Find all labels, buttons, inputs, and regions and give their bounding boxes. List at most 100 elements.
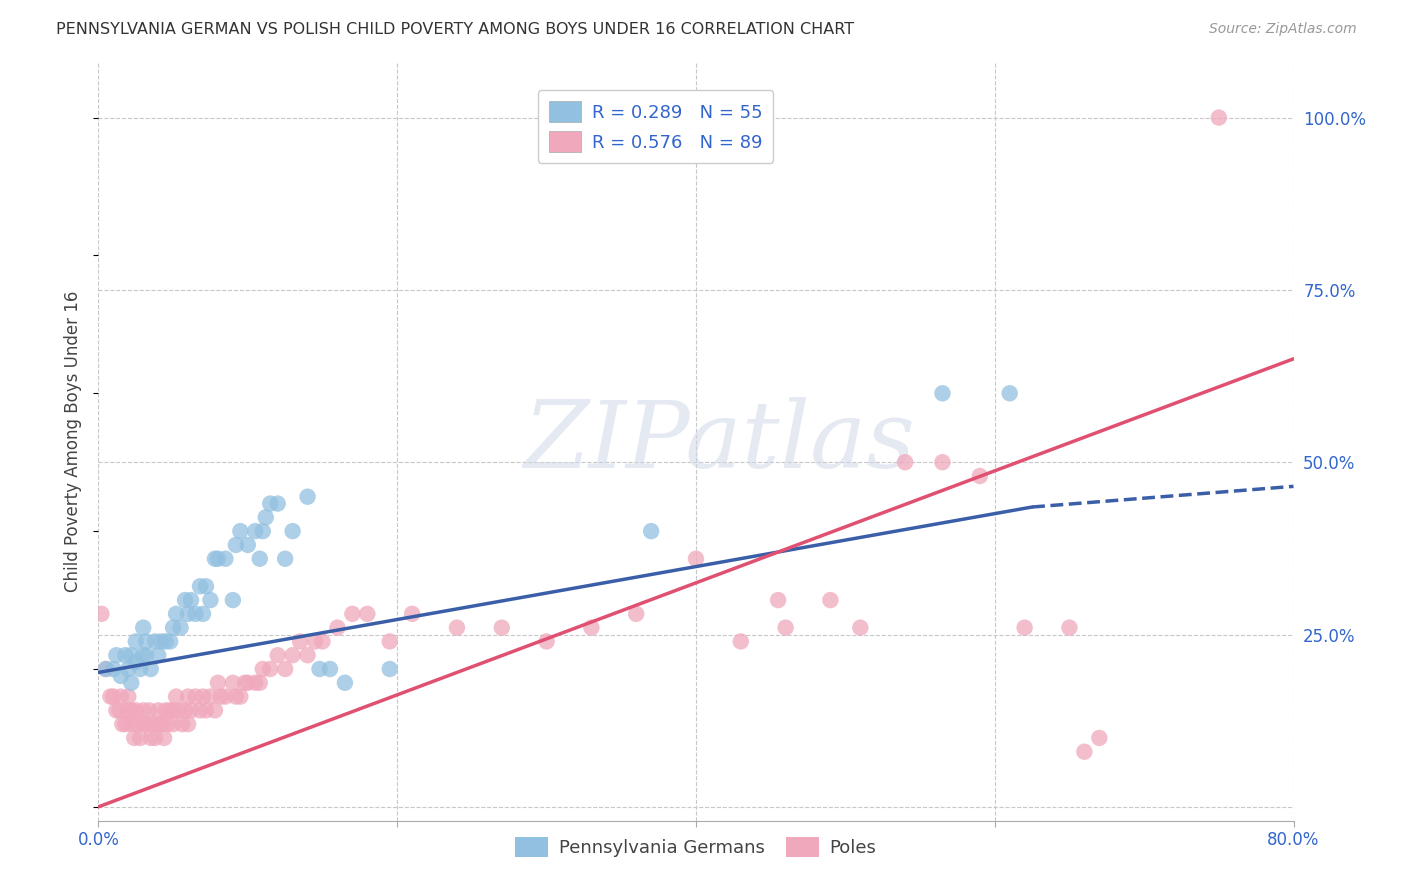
- Point: [820, 593, 842, 607]
- Point: [356, 607, 378, 621]
- Point: [267, 497, 290, 511]
- Point: [259, 662, 281, 676]
- Point: [222, 675, 245, 690]
- Point: [191, 607, 214, 621]
- Point: [297, 648, 319, 663]
- Point: [135, 648, 157, 663]
- Point: [229, 524, 252, 538]
- Point: [162, 621, 184, 635]
- Point: [252, 524, 274, 538]
- Point: [135, 717, 157, 731]
- Point: [143, 731, 166, 745]
- Point: [209, 690, 232, 704]
- Point: [120, 675, 142, 690]
- Point: [254, 510, 277, 524]
- Point: [311, 634, 333, 648]
- Point: [156, 717, 179, 731]
- Point: [110, 690, 132, 704]
- Point: [111, 717, 134, 731]
- Point: [135, 634, 157, 648]
- Point: [125, 655, 148, 669]
- Point: [849, 621, 872, 635]
- Point: [1208, 111, 1230, 125]
- Point: [249, 551, 271, 566]
- Point: [281, 524, 304, 538]
- Point: [233, 675, 256, 690]
- Point: [105, 703, 128, 717]
- Point: [204, 703, 226, 717]
- Text: PENNSYLVANIA GERMAN VS POLISH CHILD POVERTY AMONG BOYS UNDER 16 CORRELATION CHAR: PENNSYLVANIA GERMAN VS POLISH CHILD POVE…: [56, 22, 855, 37]
- Point: [200, 593, 222, 607]
- Point: [162, 703, 184, 717]
- Point: [204, 551, 226, 566]
- Point: [120, 703, 142, 717]
- Point: [446, 621, 468, 635]
- Point: [894, 455, 917, 469]
- Point: [188, 579, 211, 593]
- Point: [110, 669, 132, 683]
- Point: [150, 634, 173, 648]
- Point: [304, 634, 326, 648]
- Point: [333, 675, 356, 690]
- Legend: Pennsylvania Germans, Poles: Pennsylvania Germans, Poles: [508, 830, 884, 864]
- Point: [148, 717, 170, 731]
- Point: [267, 648, 290, 663]
- Point: [259, 497, 281, 511]
- Point: [640, 524, 662, 538]
- Point: [153, 731, 176, 745]
- Point: [180, 703, 202, 717]
- Point: [931, 386, 953, 401]
- Point: [129, 731, 152, 745]
- Point: [124, 731, 146, 745]
- Point: [117, 662, 139, 676]
- Point: [132, 703, 155, 717]
- Point: [378, 634, 401, 648]
- Point: [148, 703, 170, 717]
- Point: [114, 717, 136, 731]
- Point: [132, 648, 155, 663]
- Point: [98, 690, 122, 704]
- Point: [626, 607, 648, 621]
- Text: ZIPatlas: ZIPatlas: [524, 397, 915, 486]
- Point: [165, 690, 187, 704]
- Point: [167, 703, 190, 717]
- Point: [177, 690, 200, 704]
- Point: [766, 593, 789, 607]
- Point: [103, 690, 125, 704]
- Point: [1088, 731, 1111, 745]
- Point: [127, 717, 149, 731]
- Point: [162, 717, 184, 731]
- Point: [401, 607, 423, 621]
- Point: [319, 662, 342, 676]
- Point: [159, 634, 181, 648]
- Point: [200, 690, 222, 704]
- Point: [177, 607, 200, 621]
- Point: [536, 634, 558, 648]
- Point: [1014, 621, 1036, 635]
- Point: [222, 593, 245, 607]
- Point: [378, 662, 401, 676]
- Point: [195, 579, 218, 593]
- Point: [141, 717, 163, 731]
- Point: [775, 621, 797, 635]
- Point: [236, 538, 259, 552]
- Point: [931, 455, 953, 469]
- Point: [274, 551, 297, 566]
- Point: [229, 690, 252, 704]
- Point: [252, 662, 274, 676]
- Point: [245, 675, 267, 690]
- Point: [108, 703, 131, 717]
- Point: [132, 717, 155, 731]
- Point: [129, 662, 152, 676]
- Point: [297, 490, 319, 504]
- Point: [159, 703, 181, 717]
- Point: [184, 607, 207, 621]
- Point: [184, 690, 207, 704]
- Point: [188, 703, 211, 717]
- Point: [132, 621, 155, 635]
- Point: [174, 593, 197, 607]
- Point: [225, 538, 247, 552]
- Point: [207, 551, 229, 566]
- Point: [172, 717, 194, 731]
- Point: [148, 648, 170, 663]
